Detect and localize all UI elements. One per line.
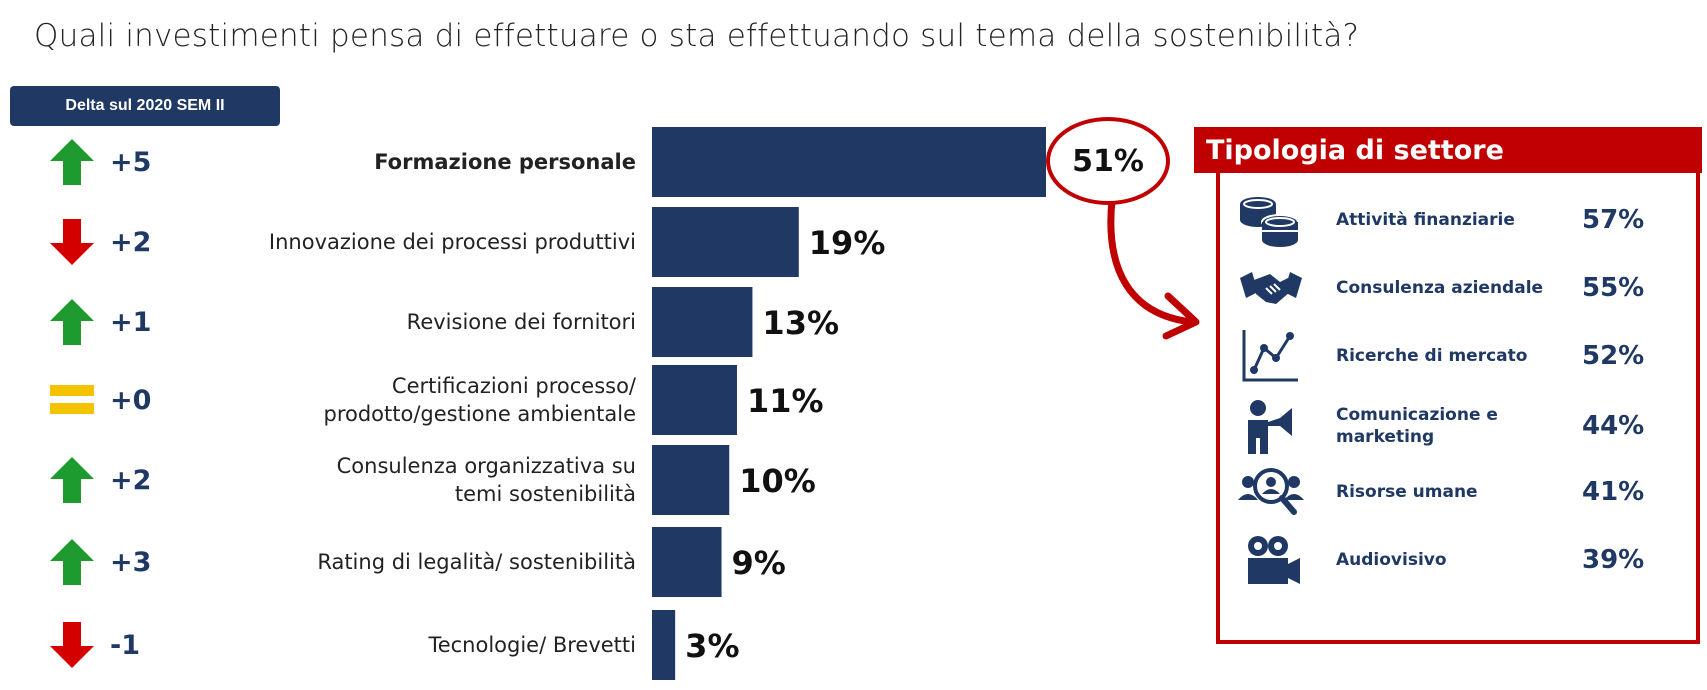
bar — [652, 127, 1046, 197]
category-label: Revisione dei fornitori — [406, 310, 636, 334]
coins-icon — [1236, 190, 1306, 250]
sector-value: 52% — [1582, 341, 1645, 371]
sector-item: Attività finanziarie 57% — [1236, 190, 1686, 250]
sector-item: Comunicazione e marketing 44% — [1236, 396, 1686, 456]
delta-header: Delta sul 2020 SEM II — [10, 86, 280, 126]
bar-value-label: 9% — [732, 544, 786, 582]
people-search-icon — [1236, 462, 1306, 522]
sector-panel-title: Tipologia di settore — [1194, 127, 1702, 173]
arrow-up-icon — [48, 455, 96, 505]
sector-item: Ricerche di mercato 52% — [1236, 326, 1686, 386]
sector-label: Comunicazione e marketing — [1336, 405, 1498, 447]
bar — [652, 527, 722, 597]
sector-value: 57% — [1582, 205, 1645, 235]
page-title: Quali investimenti pensa di effettuare o… — [34, 18, 1360, 54]
category-label: Innovazione dei processi produttivi — [268, 230, 636, 254]
bar — [652, 207, 799, 277]
delta-row: +2 — [48, 455, 208, 505]
sector-label: Ricerche di mercato — [1336, 346, 1528, 366]
bar — [652, 365, 737, 435]
delta-value: +3 — [110, 546, 152, 578]
sector-label: Consulenza aziendale — [1336, 278, 1544, 298]
sector-item: Audiovisivo 39% — [1236, 530, 1686, 590]
delta-row: -1 — [48, 620, 208, 670]
equal-icon — [48, 375, 96, 425]
delta-row: +2 — [48, 217, 208, 267]
megaphone-person-icon — [1236, 396, 1306, 456]
bar-value-label: 10% — [739, 462, 816, 500]
line-chart-icon — [1236, 326, 1306, 386]
delta-value: +0 — [110, 384, 152, 416]
sector-value: 55% — [1582, 273, 1645, 303]
sector-item: Risorse umane 41% — [1236, 462, 1686, 522]
sector-label: Audiovisivo — [1336, 550, 1447, 570]
arrow-up-icon — [48, 297, 96, 347]
sector-label: Attività finanziarie — [1336, 210, 1515, 230]
bar-value-label: 13% — [762, 304, 839, 342]
delta-row: +0 — [48, 375, 208, 425]
sector-value: 44% — [1582, 411, 1645, 441]
delta-row: +1 — [48, 297, 208, 347]
category-label: Tecnologie/ Brevetti — [428, 633, 636, 657]
delta-row: +3 — [48, 537, 208, 587]
delta-value: +2 — [110, 464, 152, 496]
sector-value: 39% — [1582, 545, 1645, 575]
bar — [652, 445, 730, 515]
arrow-down-icon — [48, 620, 96, 670]
arrow-up-icon — [48, 137, 96, 187]
delta-value: -1 — [110, 629, 140, 661]
category-label: Rating di legalità/ sostenibilità — [317, 550, 636, 574]
bar — [652, 610, 676, 680]
delta-row: +5 — [48, 137, 208, 187]
arrow-down-icon — [48, 217, 96, 267]
category-label: Consulenza organizzativa su temi sosteni… — [336, 454, 636, 506]
sector-item: Consulenza aziendale 55% — [1236, 258, 1686, 318]
bar-value-label: 3% — [685, 627, 739, 665]
handshake-icon — [1236, 258, 1306, 318]
bar-value-label: 11% — [747, 382, 824, 420]
delta-value: +5 — [110, 146, 152, 178]
arrow-up-icon — [48, 537, 96, 587]
bar-value-label: 19% — [809, 224, 886, 262]
sector-value: 41% — [1582, 477, 1645, 507]
bar — [652, 287, 753, 357]
highlight-value: 51% — [1072, 143, 1144, 179]
category-label: Certificazioni processo/ prodotto/gestio… — [323, 374, 636, 426]
delta-value: +2 — [110, 226, 152, 258]
sector-label: Risorse umane — [1336, 482, 1478, 502]
category-label: Formazione personale — [374, 150, 636, 174]
video-camera-icon — [1236, 530, 1306, 590]
delta-value: +1 — [110, 306, 152, 338]
highlight-value-circle: 51% — [1046, 117, 1170, 205]
